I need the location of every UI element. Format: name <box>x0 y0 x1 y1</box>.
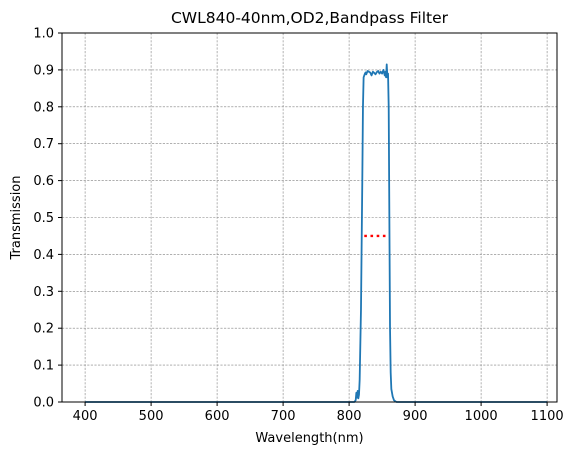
y-tick-label: 0.5 <box>33 211 54 226</box>
x-tick-label: 400 <box>73 409 98 424</box>
transmission-curve <box>85 63 548 403</box>
y-tick-label: 0.9 <box>33 63 54 78</box>
y-tick-label: 0.1 <box>33 359 54 374</box>
x-tick-label: 1100 <box>531 409 564 424</box>
x-tick-label: 1000 <box>465 409 498 424</box>
x-tick-label: 900 <box>403 409 428 424</box>
x-axis-label: Wavelength(nm) <box>255 431 363 446</box>
plot-frame <box>61 32 558 403</box>
y-tick-label: 0.2 <box>33 322 54 337</box>
y-tick-label: 1.0 <box>33 27 54 42</box>
y-tick-label: 0.3 <box>33 285 54 300</box>
y-axis: 0.0 0.1 0.2 0.3 0.4 0.5 0.6 0.7 0.8 0.9 1.0 <box>33 27 62 411</box>
x-tick-label: 700 <box>271 409 296 424</box>
y-tick-label: 0.7 <box>33 137 54 152</box>
x-axis: 400 500 600 700 800 900 1000 1100 <box>73 402 564 424</box>
y-tick-label: 0.0 <box>33 396 54 411</box>
y-tick-label: 0.6 <box>33 174 54 189</box>
x-tick-label: 500 <box>139 409 164 424</box>
grid <box>62 32 557 403</box>
x-tick-label: 800 <box>337 409 362 424</box>
y-axis-label: Transmission <box>9 176 24 261</box>
x-tick-label: 600 <box>205 409 230 424</box>
chart-title: CWL840-40nm,OD2,Bandpass Filter <box>171 9 449 27</box>
y-tick-label: 0.8 <box>33 100 54 115</box>
series-layer <box>85 63 548 403</box>
y-tick-label: 0.4 <box>33 248 54 263</box>
